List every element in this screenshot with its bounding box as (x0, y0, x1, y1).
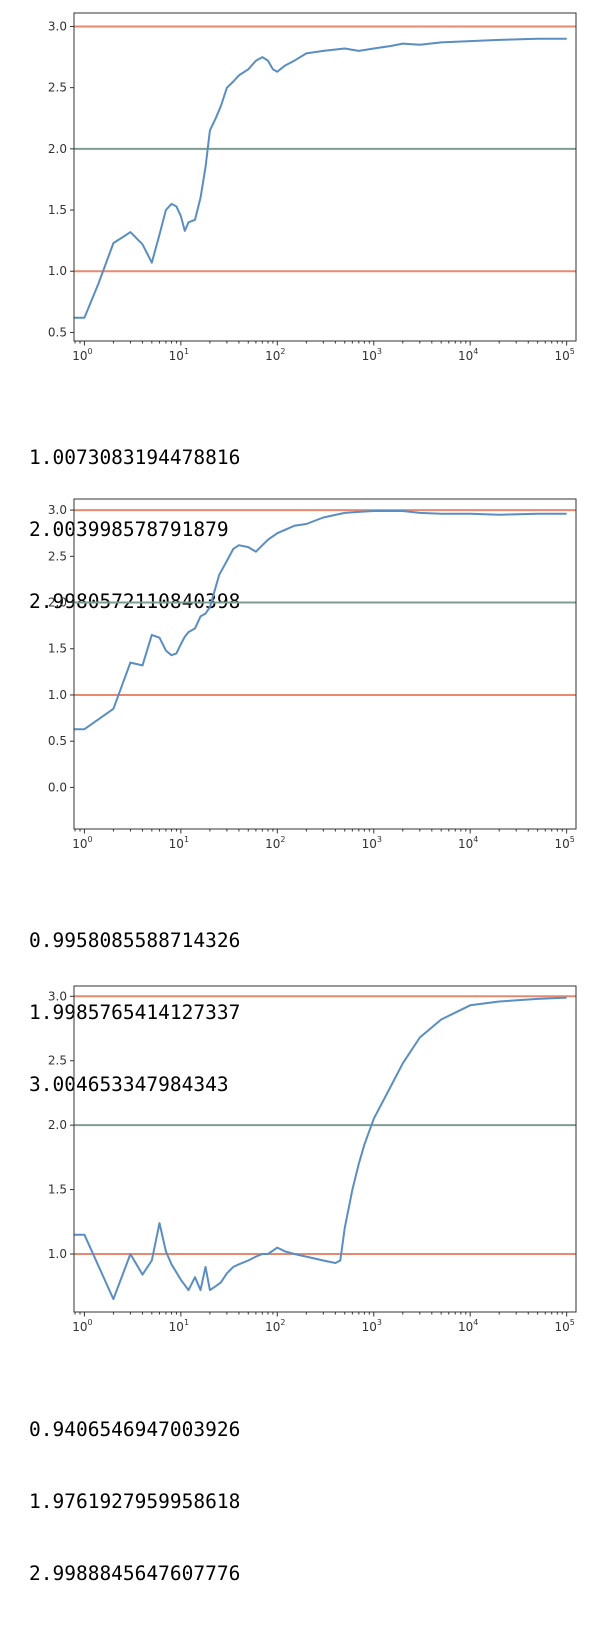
y-tick-label: 2.5 (48, 549, 67, 563)
y-tick-label: 0.0 (48, 780, 67, 794)
y-tick-label: 2.0 (48, 142, 67, 156)
y-tick-label: 0.5 (48, 734, 67, 748)
series-line (74, 37, 567, 319)
chart-1: 0.5 1.0 1.5 2.0 2.5 3.0 100 101 102 103 104 105 (48, 12, 577, 363)
x-tick-label: 101 (169, 347, 189, 363)
y-tick-label: 3.0 (48, 989, 67, 1003)
x-tick-label: 100 (72, 1318, 92, 1334)
y-tick-label: 3.0 (48, 503, 67, 517)
series-line (74, 510, 567, 731)
x-tick-label: 104 (458, 1318, 478, 1334)
y-tick-label: 2.0 (48, 596, 67, 610)
x-tick-label: 100 (72, 835, 92, 851)
series-line (74, 996, 567, 1301)
output-line: 1.9761927959958618 (29, 1490, 241, 1513)
y-tick-label: 1.5 (48, 203, 67, 217)
x-tick-label: 103 (362, 1318, 382, 1334)
x-tick-label: 102 (265, 835, 285, 851)
output-line: 0.9406546947003926 (29, 1418, 241, 1441)
output-1: 1.0073083194478816 2.003998578791879 2.9… (29, 398, 240, 662)
output-line: 1.9985765414127337 (29, 1001, 241, 1024)
y-tick-label: 1.5 (48, 1183, 67, 1197)
axes-frame (73, 985, 577, 1313)
chart-2: 0.0 0.5 1.0 1.5 2.0 2.5 3.0 100 101 102 103 104 105 (48, 498, 577, 851)
axes-frame (73, 498, 577, 830)
y-tick-label: 1.0 (48, 688, 67, 702)
x-tick-label: 102 (265, 347, 285, 363)
y-tick-label: 1.0 (48, 264, 67, 278)
output-2: 0.9958085588714326 1.9985765414127337 3.… (29, 881, 240, 1145)
x-tick-label: 100 (72, 347, 92, 363)
x-tick-label: 105 (554, 835, 574, 851)
y-tick-label: 1.5 (48, 642, 67, 656)
axes-frame (73, 12, 577, 342)
output-line: 2.003998578791879 (29, 518, 229, 541)
output-line: 0.9958085588714326 (29, 929, 241, 952)
y-tick-label: 3.0 (48, 19, 67, 33)
y-tick-label: 2.0 (48, 1118, 67, 1132)
output-line: 2.9980572110840398 (29, 590, 241, 613)
y-tick-label: 2.5 (48, 81, 67, 95)
cell-2: 0.0 0.5 1.0 1.5 2.0 2.5 3.0 100 101 102 103 104 105 … (0, 486, 612, 1096)
y-tick-label: 0.5 (48, 325, 67, 339)
output-3: 0.9406546947003926 1.9761927959958618 2.… (29, 1370, 240, 1634)
output-line: 1.0073083194478816 (29, 446, 241, 469)
chart-3: 1.0 1.5 2.0 2.5 3.0 100 101 102 103 104 105 (48, 985, 577, 1334)
x-tick-label: 101 (169, 1318, 189, 1334)
x-tick-label: 105 (554, 1318, 574, 1334)
cell-3: 1.0 1.5 2.0 2.5 3.0 100 101 102 103 104 105 0.9406… (0, 972, 612, 1585)
x-tick-label: 103 (362, 835, 382, 851)
x-tick-label: 101 (169, 835, 189, 851)
y-tick-label: 2.5 (48, 1054, 67, 1068)
cell-1: 0.5 1.0 1.5 2.0 2.5 3.0 100 101 102 103 104 105 1.0… (0, 0, 612, 613)
x-tick-label: 102 (265, 1318, 285, 1334)
x-tick-label: 104 (458, 835, 478, 851)
output-line: 2.9988845647607776 (29, 1562, 241, 1585)
x-tick-label: 104 (458, 347, 478, 363)
x-tick-label: 105 (554, 347, 574, 363)
x-tick-label: 103 (362, 347, 382, 363)
output-line: 3.004653347984343 (29, 1073, 229, 1096)
y-tick-label: 1.0 (48, 1247, 67, 1261)
